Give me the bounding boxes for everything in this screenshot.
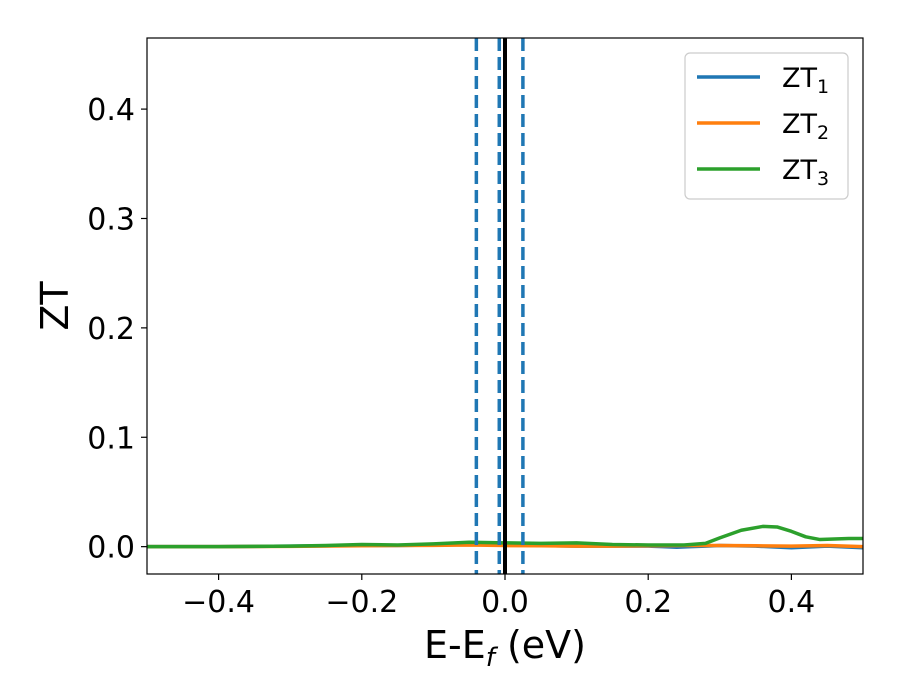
x-axis-title-main: E-E — [424, 623, 486, 667]
x-tick-label: 0.0 — [481, 585, 529, 620]
legend-label-sub: 2 — [817, 122, 829, 144]
y-tick-label: 0.2 — [87, 312, 135, 347]
y-tick-label: 0.1 — [87, 421, 135, 456]
legend-label-sub: 3 — [817, 168, 829, 190]
y-axis-title: ZT — [33, 281, 77, 331]
y-tick-label: 0.0 — [87, 531, 135, 566]
legend-label-main: ZT — [782, 63, 817, 94]
reference-lines — [474, 38, 525, 574]
legend-label-main: ZT — [782, 109, 817, 140]
x-tick-label: −0.4 — [182, 585, 255, 620]
x-tick-label: 0.4 — [768, 585, 816, 620]
legend-box — [684, 52, 849, 200]
y-axis-ticks: 0.0 0.1 0.2 0.3 0.4 — [87, 93, 147, 566]
series-line-zt3 — [147, 524, 863, 549]
y-tick-label: 0.4 — [87, 93, 135, 128]
x-axis-title: E-Ef (eV) — [424, 623, 586, 673]
y-tick-label: 0.3 — [87, 202, 135, 237]
legend-label-sub: 1 — [817, 76, 829, 98]
legend-label-zt3: ZT3 — [782, 155, 829, 190]
x-axis-title-unit: (eV) — [495, 623, 586, 667]
legend-label-main: ZT — [782, 155, 817, 186]
series-layer — [147, 524, 863, 550]
legend-label-zt1: ZT1 — [782, 63, 829, 98]
x-axis-ticks: −0.4 −0.2 0.0 0.2 0.4 — [182, 574, 815, 620]
x-tick-label: 0.2 — [624, 585, 672, 620]
x-tick-label: −0.2 — [325, 585, 398, 620]
legend-label-zt2: ZT2 — [782, 109, 829, 144]
